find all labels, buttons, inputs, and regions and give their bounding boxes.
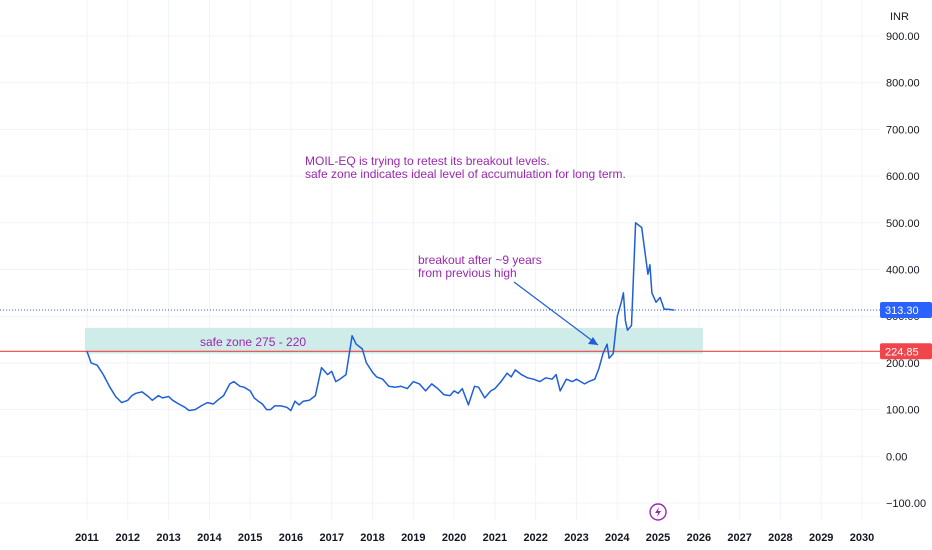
x-tick-label: 2026: [687, 532, 711, 544]
x-tick-label: 2021: [483, 532, 507, 544]
price-line-layer: [86, 222, 675, 412]
x-tick-label: 2017: [319, 532, 343, 544]
note-breakout-line-1: breakout after ~9 years: [418, 253, 542, 267]
safe-zone-rect[interactable]: [85, 327, 703, 354]
x-tick-label: 2014: [197, 532, 222, 544]
x-tick-label: 2024: [605, 532, 630, 544]
safe-zone-label: safe zone 275 - 220: [200, 335, 306, 349]
x-tick-label: 2025: [646, 532, 670, 544]
x-tick-label: 2029: [809, 532, 833, 544]
x-tick-label: 2012: [116, 532, 140, 544]
breakout-arrow: [513, 281, 599, 346]
x-tick-label: 2019: [401, 532, 425, 544]
y-tick-label: 600.00: [886, 171, 920, 183]
x-tick-label: 2016: [279, 532, 303, 544]
y-tick-label: 400.00: [886, 265, 920, 277]
currency-label: INR: [890, 11, 909, 23]
x-tick-label: 2013: [156, 532, 180, 544]
y-tick-label: 800.00: [886, 78, 920, 90]
x-tick-label: 2027: [727, 532, 751, 544]
x-tick-label: 2011: [75, 532, 99, 544]
last-price-badge: [880, 301, 932, 318]
note-breakout-line-2: from previous high: [418, 266, 517, 280]
x-tick-label: 2018: [360, 532, 384, 544]
x-tick-label: 2028: [768, 532, 792, 544]
y-tick-label: 0.00: [886, 451, 907, 463]
price-badges: 313.30 224.85: [649, 301, 932, 521]
support-price-badge: [880, 343, 932, 360]
arrow-head: [588, 337, 598, 345]
y-tick-label: 700.00: [886, 124, 920, 136]
x-tick-label: 2015: [238, 532, 262, 544]
price-series-line[interactable]: [86, 222, 675, 412]
y-tick-label: 100.00: [886, 405, 920, 417]
y-tick-label: 500.00: [886, 218, 920, 230]
support-price-badge-text: 224.85: [885, 346, 919, 358]
x-tick-label: 2022: [523, 532, 547, 544]
lightning-icon[interactable]: [649, 503, 667, 521]
y-tick-label: −100.00: [886, 498, 926, 510]
y-tick-label: 900.00: [886, 31, 920, 43]
y-tick-label: 200.00: [886, 358, 920, 370]
last-price-badge-text: 313.30: [885, 305, 919, 317]
x-tick-label: 2030: [850, 532, 874, 544]
note-title-line-1: MOIL-EQ is trying to retest its breakout…: [305, 154, 550, 168]
note-title-line-2: safe zone indicates ideal level of accum…: [305, 167, 626, 181]
annotation-layer: MOIL-EQ is trying to retest its breakout…: [200, 154, 626, 349]
axis-layer: INR −100.000.00100.00200.00300.00400.005…: [75, 11, 926, 544]
x-tick-label: 2020: [442, 532, 466, 544]
grid: [0, 0, 880, 520]
safe-zone-layer: [0, 309, 880, 354]
x-tick-label: 2023: [564, 532, 588, 544]
